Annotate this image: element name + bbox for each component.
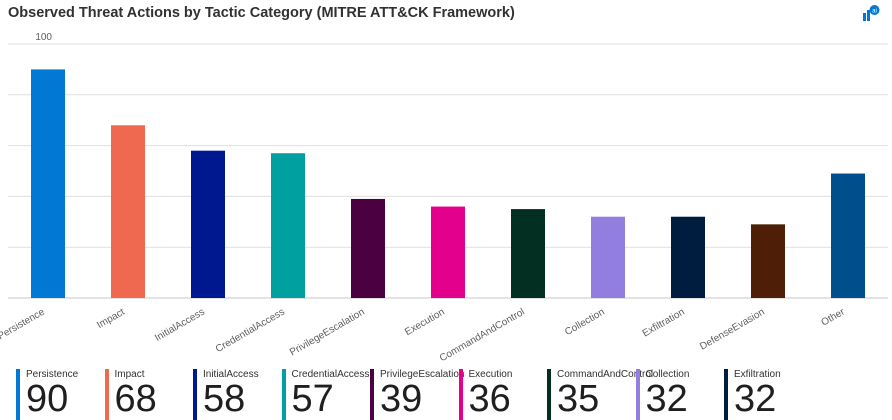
tile-label: CredentialAccess (291, 369, 370, 380)
insights-icon[interactable]: ai (862, 4, 880, 22)
x-tick-label: Exfiltration (641, 307, 687, 340)
tile-color-bar (724, 369, 728, 420)
tile-color-bar (281, 369, 286, 420)
summary-tiles: Persistence 90 Impact 68 InitialAccess 58 Cred… (16, 369, 892, 420)
summary-tile[interactable]: Persistence 90 (16, 369, 103, 420)
tile-color-bar (193, 369, 197, 420)
bar[interactable] (831, 173, 865, 298)
chart-title: Observed Threat Actions by Tactic Catego… (8, 5, 515, 21)
tile-value: 35 (557, 378, 600, 420)
tile-color-bar (370, 369, 374, 420)
tile-color-bar (635, 369, 640, 420)
tile-label: Impact (114, 369, 145, 380)
svg-text:ai: ai (872, 9, 877, 15)
tile-value: 90 (26, 378, 69, 420)
x-tick-label: PrivilegeEscalation (288, 307, 367, 359)
x-tick-label: InitialAccess (153, 307, 207, 344)
tile-value: 57 (291, 378, 334, 420)
tile-label: CommandAndControl (557, 369, 654, 380)
tile-value: 68 (114, 378, 157, 420)
tile-value: 58 (203, 378, 246, 420)
bar[interactable] (591, 216, 625, 298)
x-tick-label: DefenseEvasion (698, 307, 767, 353)
summary-tile[interactable]: Exfiltration 32 (724, 369, 811, 420)
tile-label: Execution (468, 369, 513, 380)
x-tick-label: Execution (403, 307, 447, 338)
tile-color-bar (547, 369, 551, 420)
tile-value: 32 (645, 378, 688, 420)
summary-tile[interactable]: CommandAndControl 35 (547, 369, 653, 420)
summary-tile[interactable]: InitialAccess 58 (193, 369, 280, 420)
x-tick-label: Collection (563, 307, 607, 338)
tile-label: Collection (645, 369, 690, 380)
tile-color-bar (16, 369, 20, 420)
x-tick-label: Other (820, 306, 848, 328)
tile-color-bar (104, 369, 109, 420)
tile-label: PrivilegeEscalation (380, 369, 465, 380)
summary-tile[interactable]: PrivilegeEscalation 39 (370, 369, 465, 420)
bar[interactable] (31, 69, 65, 299)
x-tick-label: Impact (95, 307, 127, 332)
bar[interactable] (511, 209, 545, 298)
bar[interactable] (671, 216, 705, 298)
summary-tile[interactable]: CredentialAccess 57 (281, 369, 370, 420)
tile-value: 39 (380, 378, 423, 420)
bar[interactable] (271, 153, 305, 298)
tile-value: 32 (734, 378, 777, 420)
bar[interactable] (751, 224, 785, 298)
bar[interactable] (431, 206, 465, 298)
tile-label: InitialAccess (203, 369, 259, 380)
summary-tile[interactable]: Impact 68 (104, 369, 192, 420)
bar[interactable] (351, 198, 385, 298)
bar[interactable] (191, 150, 225, 298)
x-axis-labels: Persistence Impact InitialAccess Credential… (0, 306, 847, 364)
summary-tile[interactable]: Execution 36 (458, 369, 546, 420)
tile-label: Persistence (26, 369, 79, 380)
y-tick-label: 100 (35, 32, 52, 43)
tile-label: Exfiltration (734, 369, 781, 380)
bars (31, 69, 865, 299)
summary-tile[interactable]: Collection 32 (635, 369, 723, 420)
bar-chart: 020406080100 PersistenceImpactInitialAcc… (0, 32, 888, 364)
bar[interactable] (111, 125, 145, 298)
grid-lines (8, 43, 888, 299)
x-tick-label: Persistence (0, 306, 47, 342)
x-tick-label: CredentialAccess (214, 307, 287, 355)
tile-value: 36 (468, 378, 511, 420)
x-tick-label: CommandAndControl (438, 307, 527, 365)
tile-color-bar (458, 369, 463, 420)
